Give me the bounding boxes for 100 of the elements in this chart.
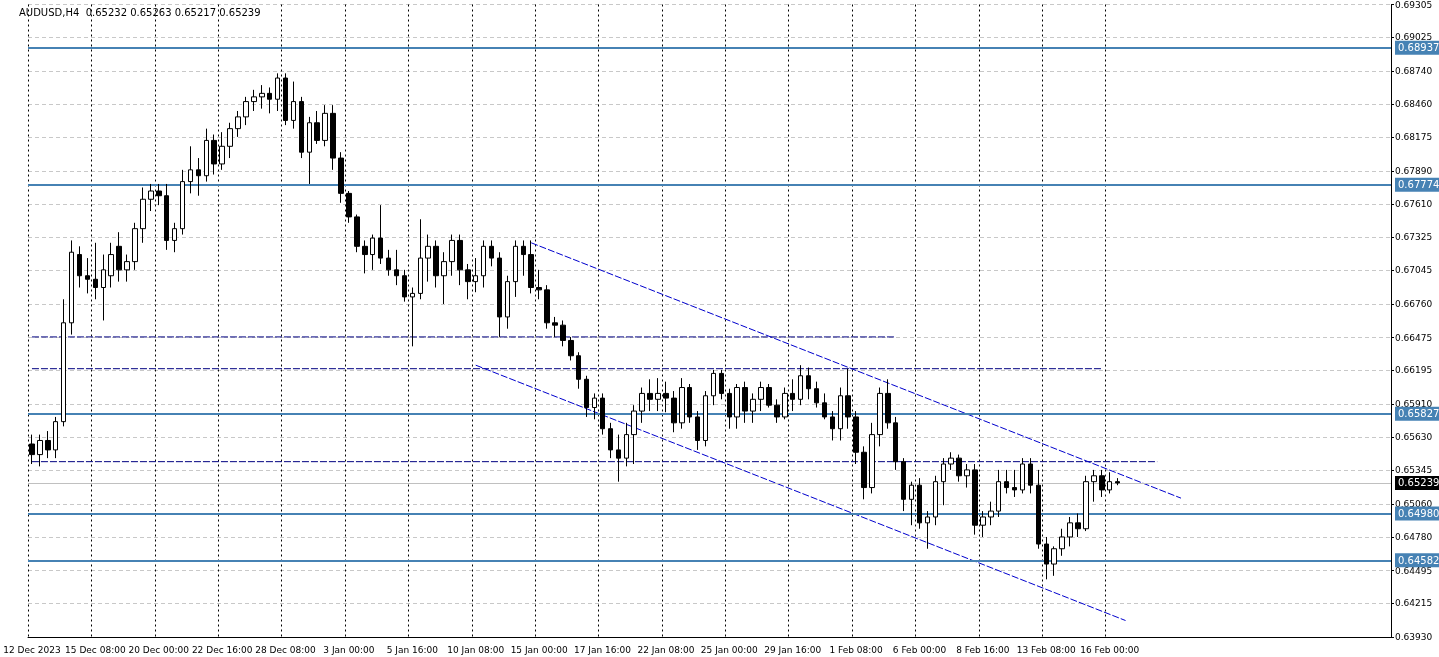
candlestick: [497, 251, 502, 338]
candlestick: [822, 392, 827, 420]
candlestick: [806, 367, 811, 400]
candlestick: [362, 239, 368, 274]
candlestick: [172, 222, 177, 253]
candlestick: [901, 457, 906, 512]
candlestick: [1012, 469, 1017, 498]
candlestick: [861, 445, 867, 500]
y-tick-label: 0.69025: [1395, 32, 1433, 43]
y-tick-label: 0.66760: [1395, 298, 1433, 309]
ref-line-label: 0.67774: [1398, 179, 1439, 191]
candlestick: [116, 231, 122, 283]
candlestick: [687, 383, 692, 424]
y-tick-label: 0.63930: [1395, 632, 1433, 642]
candlestick: [711, 369, 716, 406]
candlestick: [425, 234, 431, 283]
x-tick-label: 29 Jan 16:00: [764, 644, 822, 655]
candlestick: [988, 501, 994, 526]
candlestick: [560, 319, 566, 347]
candlestick: [941, 457, 946, 506]
candlestick: [69, 239, 74, 336]
candlestick: [235, 110, 241, 138]
candlestick: [180, 169, 185, 236]
candlestick: [552, 316, 558, 338]
candlestick: [838, 387, 843, 441]
x-tick-label: 1 Feb 08:00: [829, 644, 884, 655]
candlestick: [1075, 512, 1081, 538]
candlestick: [647, 378, 653, 412]
candlestick: [433, 239, 439, 289]
candlestick: [188, 145, 193, 194]
candlestick: [457, 234, 463, 286]
candlestick: [307, 116, 312, 185]
candlestick: [814, 381, 819, 409]
candlestick: [830, 410, 835, 441]
x-tick-label: 13 Feb 08:00: [1016, 644, 1077, 655]
x-tick-label: 3 Jan 00:00: [323, 644, 375, 655]
candlestick: [101, 254, 106, 321]
candlestick: [568, 336, 574, 361]
candlestick: [370, 234, 375, 271]
candlestick: [37, 434, 43, 467]
y-tick-label: 0.68460: [1395, 98, 1433, 109]
x-tick-label: 20 Dec 00:00: [128, 644, 190, 655]
candlestick: [758, 381, 764, 412]
chart-title: AUDUSD,H4 0.65232 0.65263 0.65217 0.65239: [19, 6, 261, 18]
y-tick-label: 0.66475: [1395, 332, 1433, 343]
x-tick-label: 22 Jan 08:00: [637, 644, 695, 655]
candlestick: [1067, 516, 1073, 547]
candlestick: [505, 275, 510, 330]
y-tick-label: 0.65345: [1395, 465, 1433, 476]
y-tick-label: 0.64495: [1395, 565, 1433, 576]
candlestick: [544, 284, 550, 330]
candlestick: [243, 96, 249, 126]
y-tick-label: 0.65060: [1395, 499, 1433, 510]
y-tick-label: 0.64780: [1395, 531, 1433, 542]
candlestick: [77, 245, 82, 289]
ref-line-label: 0.64582: [1398, 554, 1439, 566]
ref-line-label: 0.65827: [1398, 408, 1439, 420]
candlestick: [196, 157, 201, 197]
candlestick: [774, 398, 780, 424]
candlestick: [394, 249, 399, 286]
candlestick: [251, 89, 257, 112]
candlestick: [45, 430, 51, 459]
ref-line-label: 0.65239: [1398, 477, 1439, 489]
y-tick-label: 0.65630: [1395, 431, 1433, 442]
candlestick: [204, 128, 209, 183]
x-tick-label: 25 Jan 00:00: [700, 644, 759, 655]
candlestick: [948, 451, 954, 471]
x-tick-label: 15 Jan 00:00: [510, 644, 568, 655]
candlestick: [1051, 545, 1057, 577]
candlestick: [267, 86, 272, 114]
candlestick: [53, 416, 58, 459]
candlestick: [616, 434, 621, 483]
x-tick-label: 17 Jan 16:00: [574, 644, 632, 655]
candlestick: [576, 351, 581, 390]
x-tick-label: 5 Jan 16:00: [386, 644, 439, 655]
candlestick: [869, 422, 875, 494]
candlestick: [703, 390, 708, 447]
candlestick: [164, 183, 169, 251]
candlestick: [742, 381, 748, 424]
candlestick: [140, 186, 146, 244]
ref-line-label: 0.64980: [1398, 507, 1439, 519]
candlestick: [608, 422, 613, 459]
x-tick-label: 16 Feb 00:00: [1080, 644, 1140, 655]
candlestick: [631, 404, 637, 465]
candlestick: [996, 469, 1001, 518]
candlestick: [964, 463, 970, 489]
ref-line-label: 0.68937: [1398, 42, 1439, 54]
candlestick: [1028, 457, 1033, 494]
y-tick-label: 0.66195: [1395, 365, 1433, 376]
y-tick-label: 0.67325: [1395, 232, 1433, 243]
candlestick: [386, 249, 391, 277]
candlestick: [330, 104, 336, 171]
candlestick: [750, 392, 756, 424]
candlestick: [513, 239, 518, 298]
candlestick: [314, 110, 320, 145]
candlestick: [885, 378, 891, 430]
candlestick: [734, 383, 740, 430]
candlestick: [877, 387, 883, 447]
x-tick-label: 8 Feb 16:00: [956, 644, 1010, 655]
candlestick: [291, 81, 296, 130]
